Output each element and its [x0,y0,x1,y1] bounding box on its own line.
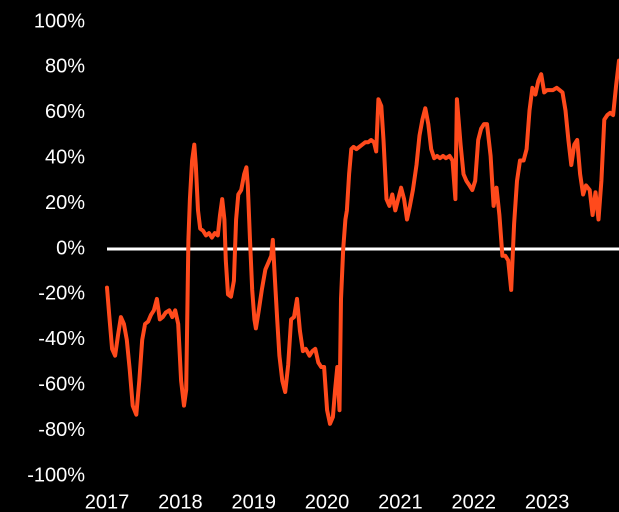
x-tick-label: 2017 [85,491,130,512]
y-tick-label: -100% [27,464,85,486]
y-tick-label: -40% [38,328,85,350]
y-tick-label: 0% [56,237,85,259]
x-tick-label: 2019 [231,491,276,512]
y-tick-label: -20% [38,283,85,305]
y-tick-label: 60% [45,101,85,123]
y-tick-label: 20% [45,192,85,214]
x-tick-label: 2018 [158,491,203,512]
line [105,58,619,426]
y-tick-label: 100% [34,10,85,32]
x-tick-label: 2023 [525,491,570,512]
x-tick-label: 2022 [452,491,497,512]
y-tick-label: -80% [38,419,85,441]
x-tick-label: 2020 [305,491,350,512]
y-tick-label: 80% [45,56,85,78]
y-tick-label: 40% [45,146,85,168]
x-tick-label: 2021 [378,491,423,512]
y-tick-label: -60% [38,373,85,395]
